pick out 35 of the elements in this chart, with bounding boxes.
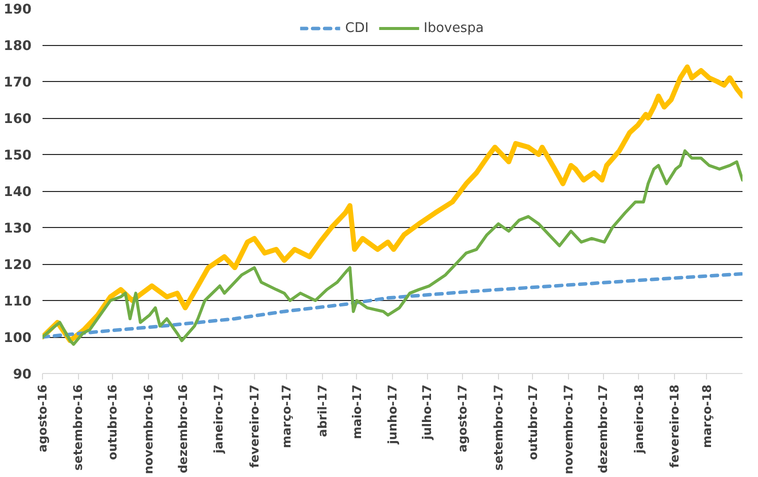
x-tick-label: outubro-17 bbox=[526, 384, 540, 460]
legend-label: CDI bbox=[345, 20, 369, 36]
x-tick-label: janeiro-17 bbox=[212, 384, 226, 454]
y-tick-label: 90 bbox=[12, 368, 32, 382]
x-tick-label: abril-17 bbox=[315, 384, 330, 438]
x-tick-label: agosto-17 bbox=[456, 384, 470, 452]
line-series bbox=[42, 272, 742, 339]
y-tick-label: 180 bbox=[4, 39, 32, 54]
x-tick-label: agosto-16 bbox=[36, 384, 50, 452]
x-tick-label: novembro-17 bbox=[562, 384, 576, 474]
y-tick-label: 130 bbox=[4, 222, 32, 236]
y-tick-label: 170 bbox=[4, 76, 32, 90]
x-tick-label: setembro-17 bbox=[491, 384, 506, 471]
y-tick-label: 120 bbox=[4, 258, 32, 273]
x-tick-label: janeiro-18 bbox=[632, 384, 646, 454]
x-tick-label: outubro-16 bbox=[106, 384, 120, 460]
y-tick-label: 160 bbox=[4, 112, 32, 127]
x-tick-label: março-18 bbox=[700, 384, 714, 448]
x-tick-label: maio-17 bbox=[350, 384, 364, 440]
x-tick-label: fevereiro-17 bbox=[247, 384, 262, 468]
x-tick-label: fevereiro-18 bbox=[668, 384, 682, 468]
x-tick-label: novembro-16 bbox=[141, 384, 156, 474]
x-tick-label: junho-17 bbox=[386, 384, 400, 446]
x-tick-label: março-17 bbox=[280, 384, 294, 448]
line-series bbox=[42, 149, 742, 346]
x-tick-label: dezembro-16 bbox=[176, 384, 190, 474]
y-tick-label: 140 bbox=[4, 185, 32, 200]
y-tick-label: 190 bbox=[4, 2, 32, 18]
x-tick-label: dezembro-17 bbox=[596, 384, 610, 474]
x-tick-label: julho-17 bbox=[420, 384, 434, 441]
legend-label: Ibovespa bbox=[424, 20, 484, 36]
y-tick-label: 110 bbox=[4, 294, 32, 310]
x-tick-label: setembro-16 bbox=[71, 384, 86, 471]
y-tick-label: 150 bbox=[4, 148, 32, 164]
y-tick-label: 100 bbox=[4, 331, 32, 346]
